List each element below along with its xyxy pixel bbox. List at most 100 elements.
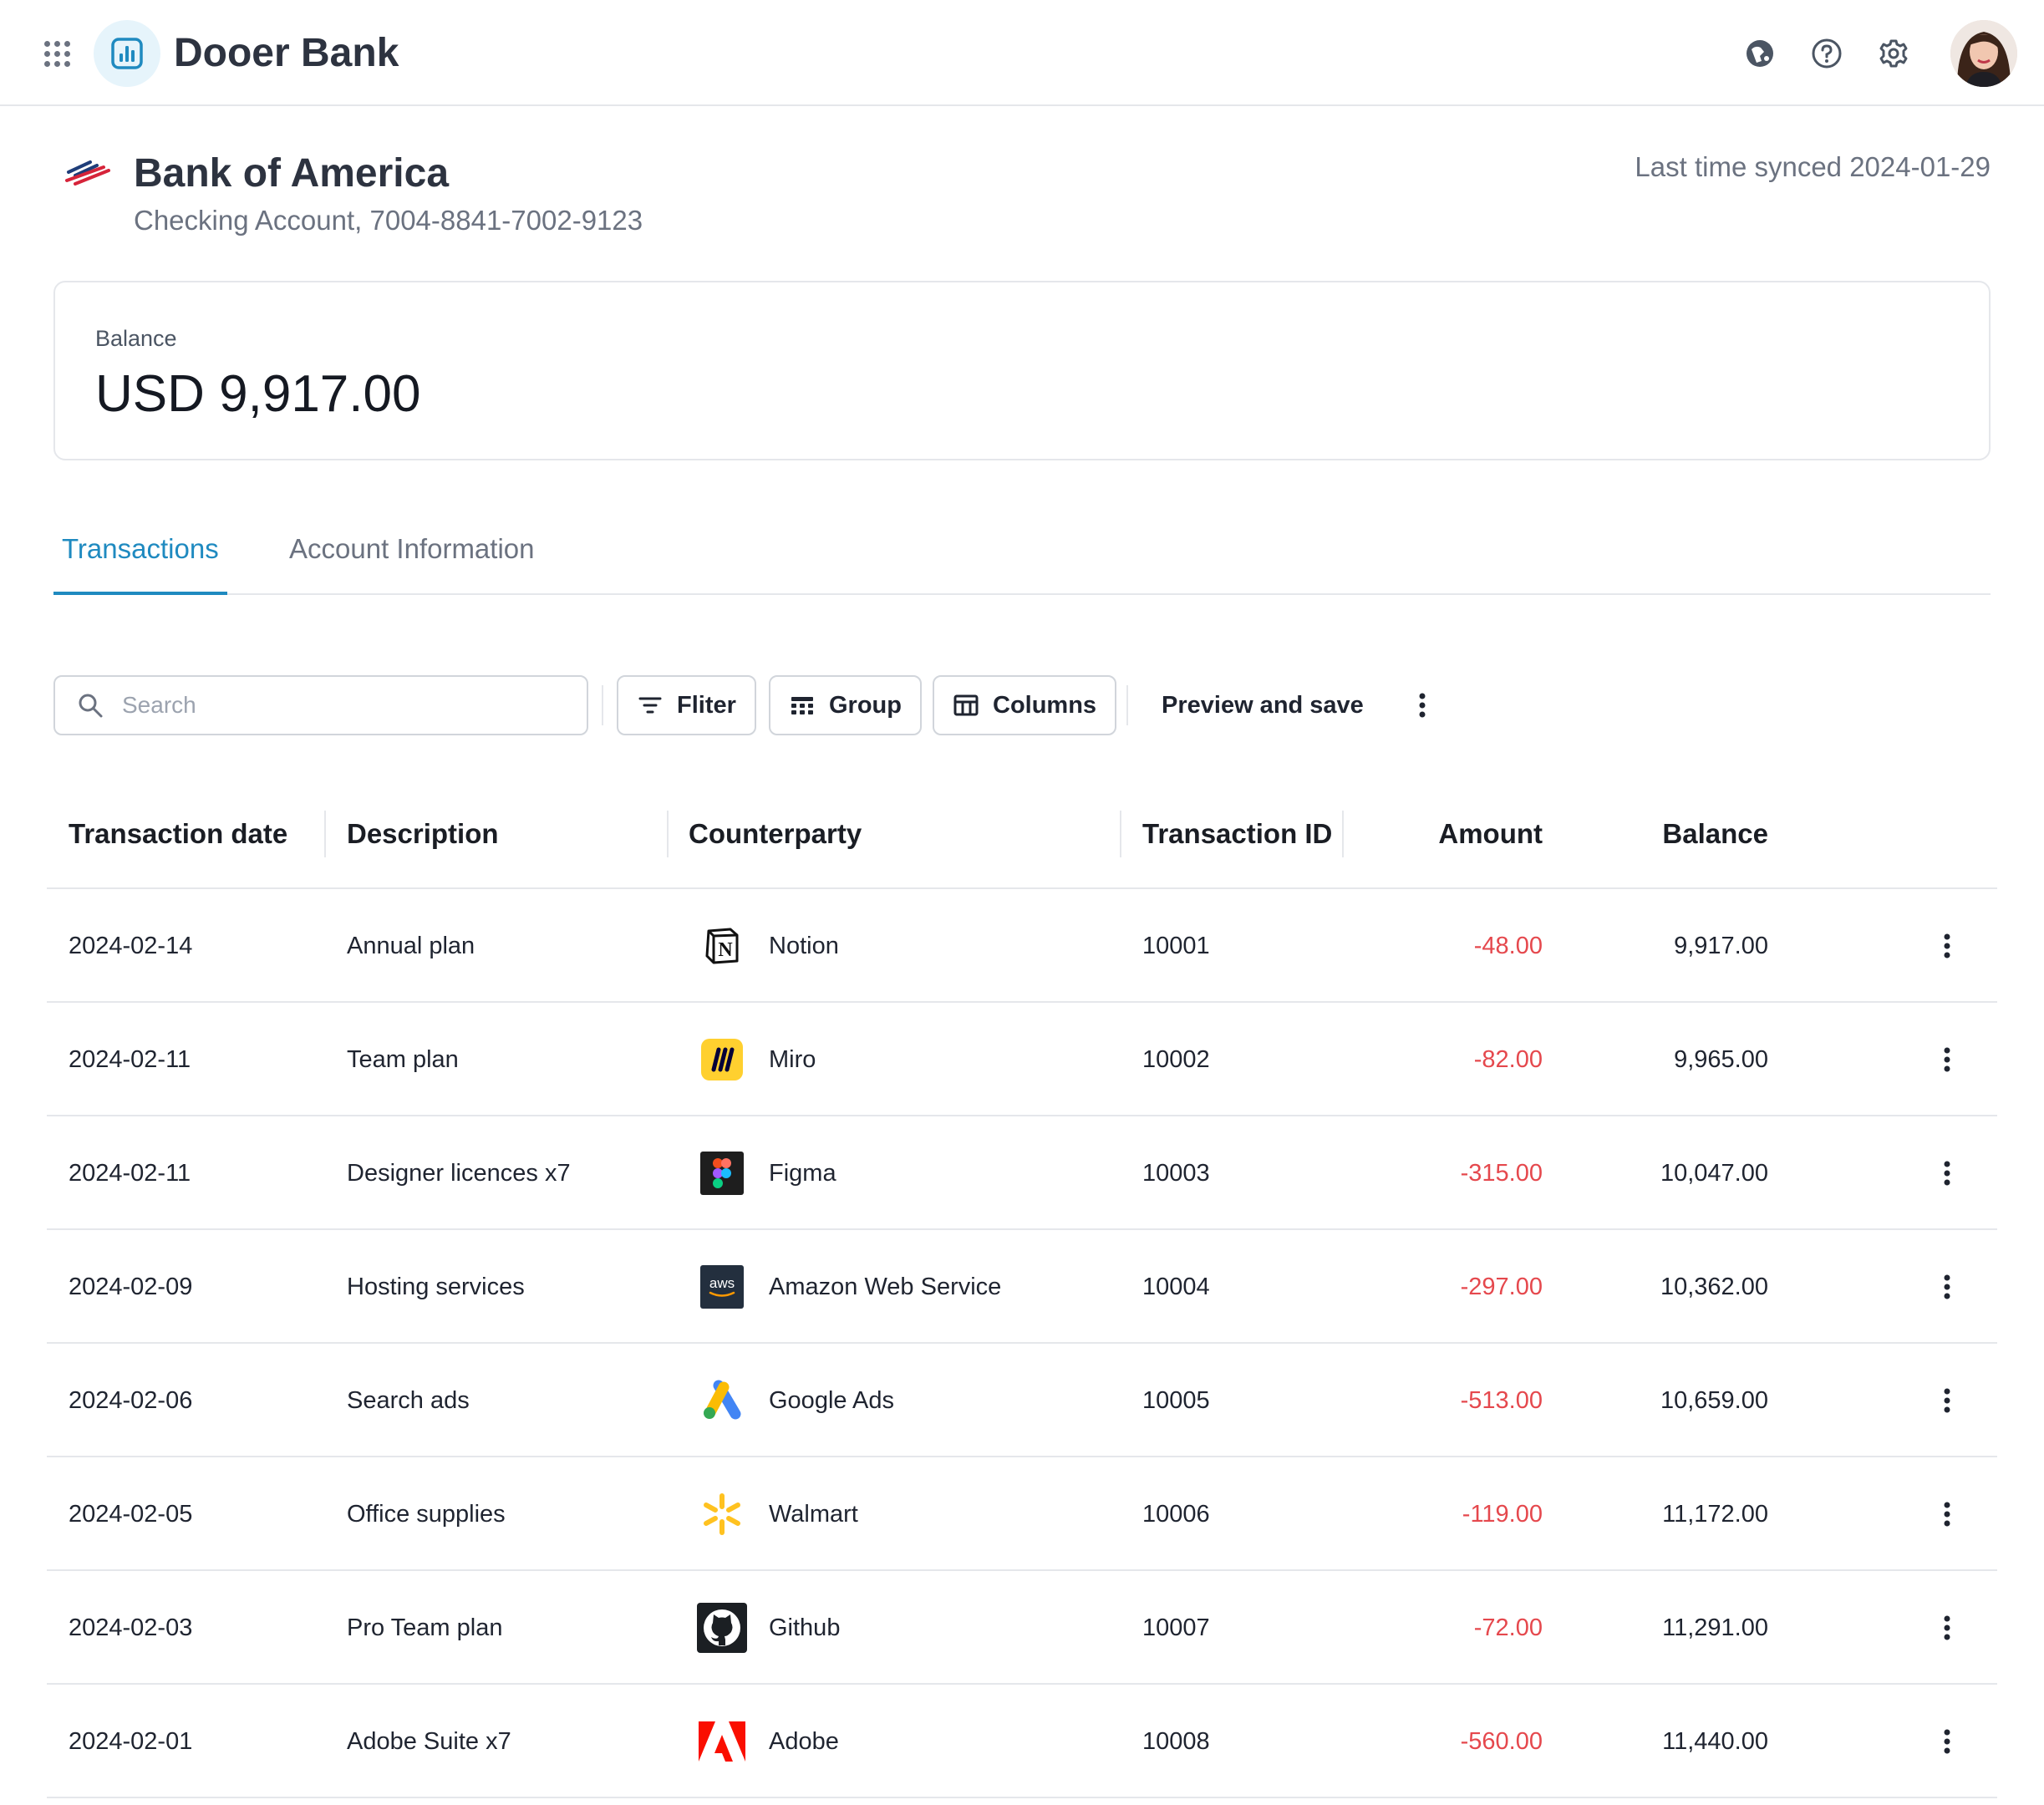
toolbar-more-button[interactable] [1406,689,1439,722]
cell-description: Office supplies [347,1501,506,1528]
row-more-button[interactable] [1930,1384,1964,1417]
row-more-button[interactable] [1930,1157,1964,1190]
row-more-button[interactable] [1930,1043,1964,1076]
cell-date: 2024-02-14 [69,933,193,959]
row-more-button[interactable] [1930,1497,1964,1531]
cell-balance: 9,965.00 [1674,1046,1768,1073]
table-row[interactable]: 2024-02-06 Search ads Google Ads 10005 -513.… [47,1344,1997,1457]
cell-balance: 10,047.00 [1660,1160,1768,1187]
row-more-button[interactable] [1930,1270,1964,1304]
search-box[interactable] [53,675,588,735]
columns-button[interactable]: Columns [933,675,1117,735]
cell-description: Designer licences x7 [347,1160,571,1187]
table-row[interactable]: 2024-02-11 Designer licences x7 Figma 10003… [47,1116,1997,1230]
column-separator[interactable] [1120,811,1121,857]
aws-logo: aws [697,1262,747,1312]
row-more-button[interactable] [1930,929,1964,963]
filter-button[interactable]: Fliter [617,675,756,735]
cell-counterparty: Notion [769,933,839,959]
notion-logo: N [697,921,747,971]
table-row[interactable]: 2024-02-09 Hosting services aws Amazon Web … [47,1230,1997,1344]
columns-label: Columns [993,691,1097,719]
search-input[interactable] [122,692,557,719]
settings-button[interactable] [1875,35,1912,72]
table-row[interactable]: 2024-02-03 Pro Team plan Github 10007 -72.00… [47,1571,1997,1685]
more-vertical-icon [1944,1047,1950,1072]
header-amount[interactable]: Amount [1438,818,1543,849]
cell-date: 2024-02-05 [69,1501,193,1528]
cell-amount: -82.00 [1473,1046,1543,1073]
user-avatar[interactable] [1950,20,2017,87]
toolbar-divider [1126,685,1128,725]
header-balance[interactable]: Balance [1662,818,1768,849]
column-separator[interactable] [667,811,669,857]
cell-description: Team plan [347,1046,459,1073]
cell-amount: -297.00 [1460,1274,1543,1300]
cell-description: Annual plan [347,933,475,959]
figma-logo [697,1148,747,1198]
app-logo[interactable] [94,20,160,87]
question-icon [1812,38,1842,69]
more-vertical-icon [1944,933,1950,958]
cell-description: Pro Team plan [347,1614,503,1641]
cell-balance: 11,291.00 [1662,1614,1768,1641]
app-title: Dooer Bank [174,31,399,75]
cell-counterparty: Adobe [769,1728,839,1755]
cell-counterparty: Github [769,1614,841,1641]
table-row[interactable]: 2024-02-11 Team plan Miro 10002 -82.00 9,965.… [47,1003,1997,1116]
row-more-button[interactable] [1930,1725,1964,1758]
table-row[interactable]: 2024-02-14 Annual plan N Notion 10001 -48.00 9… [47,889,1997,1003]
cell-balance: 11,172.00 [1662,1501,1768,1528]
header-description[interactable]: Description [347,818,499,849]
cell-amount: -119.00 [1462,1501,1543,1528]
more-vertical-icon [1944,1729,1950,1754]
account-number: Checking Account, 7004-8841-7002-9123 [134,205,643,236]
cell-balance: 11,440.00 [1662,1728,1768,1755]
filter-label: Fliter [677,691,736,719]
adobe-logo [697,1716,747,1767]
search-icon [79,694,103,718]
balance-card: Balance USD 9,917.00 [53,281,1991,460]
column-separator[interactable] [324,811,326,857]
more-vertical-icon [1419,693,1426,718]
cell-date: 2024-02-01 [69,1728,193,1755]
support-icon[interactable] [1741,35,1778,72]
tab-transactions[interactable]: Transactions [53,518,227,595]
svg-text:aws: aws [709,1275,735,1291]
cell-date: 2024-02-06 [69,1387,193,1414]
header-transaction-date[interactable]: Transaction date [69,818,288,849]
cell-counterparty: Amazon Web Service [769,1274,1002,1300]
row-more-button[interactable] [1930,1611,1964,1645]
cell-counterparty: Miro [769,1046,816,1073]
bank-logo [64,157,112,191]
toolbar-divider [602,685,603,725]
gear-icon [1879,39,1908,68]
more-vertical-icon [1944,1615,1950,1640]
top-bar: Dooer Bank [0,0,2044,106]
cell-description: Adobe Suite x7 [347,1728,511,1755]
help-button[interactable] [1808,35,1845,72]
cell-transaction-id: 10007 [1142,1614,1210,1641]
help-circle-icon [1747,40,1773,67]
table-row[interactable]: 2024-02-05 Office supplies Walmart 10006 -11… [47,1457,1997,1571]
cell-transaction-id: 10003 [1142,1160,1210,1187]
columns-icon [953,694,979,716]
tab-account-information[interactable]: Account Information [289,533,535,564]
cell-transaction-id: 10004 [1142,1274,1210,1300]
table-row[interactable]: 2024-02-01 Adobe Suite x7 Adobe 10008 -560.0… [47,1685,1997,1798]
cell-date: 2024-02-11 [69,1046,191,1073]
apps-grid-icon[interactable] [42,38,72,69]
header-counterparty[interactable]: Counterparty [689,818,862,849]
walmart-logo [697,1489,747,1539]
table-header: Transaction date Description Counterpart… [47,794,1997,889]
balance-value: USD 9,917.00 [95,365,421,423]
group-icon [791,697,813,714]
preview-and-save-button[interactable]: Preview and save [1162,691,1364,719]
more-vertical-icon [1944,1274,1950,1299]
cell-amount: -560.00 [1460,1728,1543,1755]
cell-amount: -513.00 [1460,1387,1543,1414]
column-separator[interactable] [1342,811,1344,857]
cell-counterparty: Google Ads [769,1387,894,1414]
group-button[interactable]: Group [769,675,922,735]
header-transaction-id[interactable]: Transaction ID [1142,818,1333,849]
